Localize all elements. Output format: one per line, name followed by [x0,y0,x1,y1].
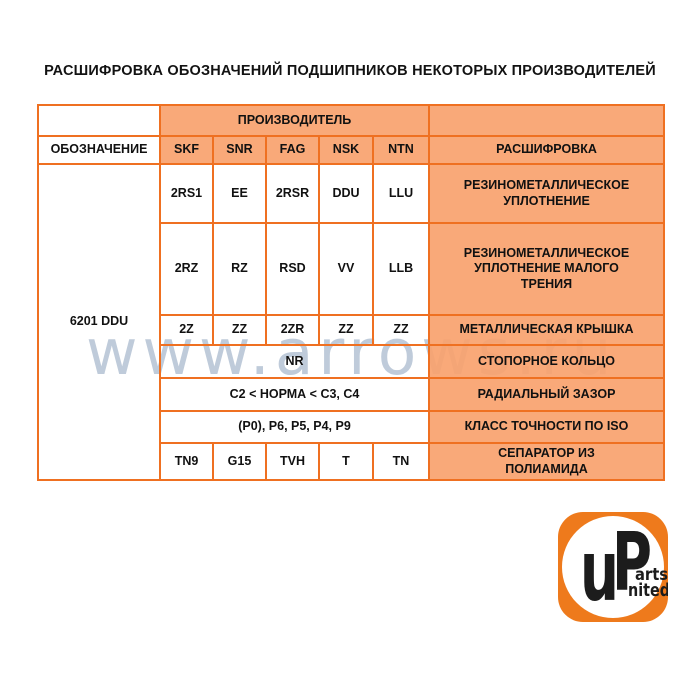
code-cell: VV [318,222,374,316]
decoding-cell: МЕТАЛЛИЧЕСКАЯ КРЫШКА [428,314,665,346]
merged-code-cell: C2 < НОРМА < C3, C4 [159,377,430,412]
code-cell: ZZ [318,314,374,346]
logo-letter-p: P [612,516,652,609]
table-row-snap-ring: NR СТОПОРНОЕ КОЛЬЦО [38,344,665,379]
code-cell: 2RS1 [159,163,214,224]
table-row-radial-clearance: C2 < НОРМА < C3, C4 РАДИАЛЬНЫЙ ЗАЗОР [38,377,665,412]
decoding-cell: РЕЗИНОМЕТАЛЛИЧЕСКОЕ УПЛОТНЕНИЕ [428,163,665,224]
code-cell: TVH [265,441,320,482]
united-parts-logo-icon: u P arts nited [558,512,670,622]
page-title: РАСШИФРОВКА ОБОЗНАЧЕНИЙ ПОДШИПНИКОВ НЕКО… [44,63,656,79]
code-cell: 2RSR [265,163,320,224]
decoding-header-cell: РАСШИФРОВКА [428,135,665,165]
logo-letter-u: u [580,522,619,620]
code-cell: LLB [372,222,430,316]
manufacturer-header-snr: SNR [212,135,267,165]
code-cell: LLU [372,163,430,224]
manufacturer-header-skf: SKF [159,135,214,165]
manufacturer-header-ntn: NTN [372,135,430,165]
designation-cell: 6201 DDU [37,162,161,482]
manufacturer-header-nsk: NSK [318,135,374,165]
code-cell: G15 [212,441,267,482]
code-cell: 2RZ [159,222,214,316]
table-row-precision-class: (P0), P6, P5, P4, P9 КЛАСС ТОЧНОСТИ ПО I… [38,410,665,444]
united-parts-logo: u P arts nited [558,512,670,622]
designation-header-cell: ОБОЗНАЧЕНИЕ [37,135,161,165]
code-cell: ZZ [212,314,267,346]
code-cell: TN [372,441,430,482]
empty-header-cell [428,104,665,137]
logo-text-arts: arts [635,565,668,585]
decoding-cell: СЕПАРАТОР ИЗ ПОЛИАМИДА [428,441,665,482]
decoding-cell: РАДИАЛЬНЫЙ ЗАЗОР [428,377,665,412]
decoding-cell: СТОПОРНОЕ КОЛЬЦО [428,344,665,379]
merged-code-cell: NR [159,344,430,379]
merged-code-cell: (P0), P6, P5, P4, P9 [159,410,430,444]
code-cell: RSD [265,222,320,316]
table-row-column-headers: ОБОЗНАЧЕНИЕ SKF SNR FAG NSK NTN РАСШИФРО… [37,135,665,165]
empty-corner-cell [37,104,161,137]
manufacturer-header-fag: FAG [265,135,320,165]
logo-text-nited: nited [628,580,668,601]
code-cell: RZ [212,222,267,316]
code-cell: DDU [318,163,374,224]
table-row-low-friction-seal: 2RZ RZ RSD VV LLB РЕЗИНОМЕТАЛЛИЧЕСКОЕ УП… [38,222,665,316]
code-cell: ZZ [372,314,430,346]
code-cell: TN9 [159,441,214,482]
bearing-decoding-table: ПРОИЗВОДИТЕЛЬ ОБОЗНАЧЕНИЕ SKF SNR FAG NS… [37,104,665,482]
table-row-metal-shield: 2Z ZZ 2ZR ZZ ZZ МЕТАЛЛИЧЕСКАЯ КРЫШКА [38,314,665,346]
code-cell: 2Z [159,314,214,346]
table-row-producer-header: ПРОИЗВОДИТЕЛЬ [37,104,665,137]
code-cell: EE [212,163,267,224]
code-cell: T [318,441,374,482]
code-cell: 2ZR [265,314,320,346]
decoding-cell: КЛАСС ТОЧНОСТИ ПО ISO [428,410,665,444]
table-row-seal: 6201 DDU 2RS1 EE 2RSR DDU LLU РЕЗИНОМЕТА… [37,162,665,482]
decoding-cell: РЕЗИНОМЕТАЛЛИЧЕСКОЕ УПЛОТНЕНИЕ МАЛОГО ТР… [428,222,665,316]
producer-header-cell: ПРОИЗВОДИТЕЛЬ [159,104,430,137]
table-row-polyamide-cage: TN9 G15 TVH T TN СЕПАРАТОР ИЗ ПОЛИАМИДА [38,441,665,482]
